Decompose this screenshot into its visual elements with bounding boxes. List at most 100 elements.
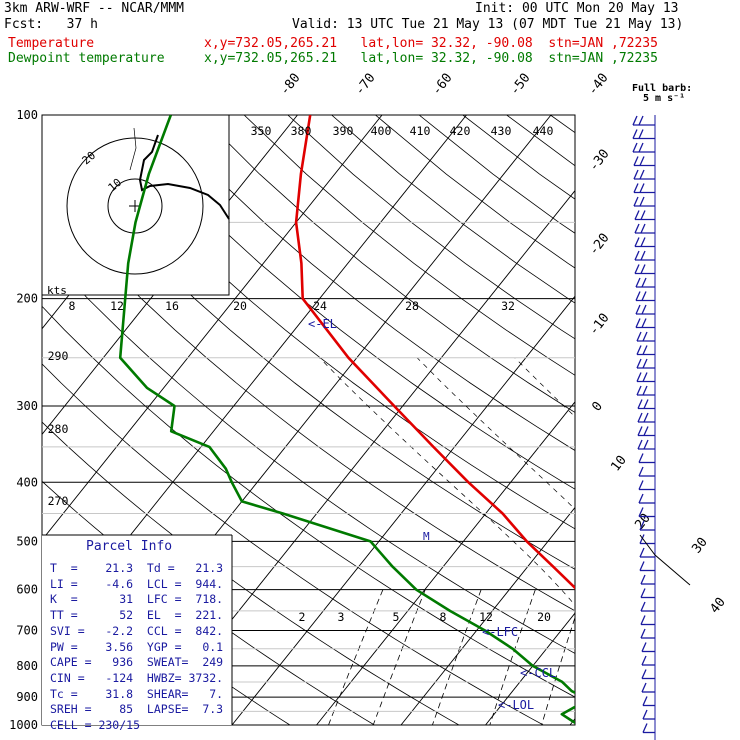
dry-adiabat-line bbox=[638, 115, 740, 738]
wind-barb-flag bbox=[641, 682, 647, 693]
pressure-tick-label: 100 bbox=[16, 108, 38, 122]
wind-barb-flag bbox=[640, 250, 646, 261]
isotherm-label: 10 bbox=[608, 453, 629, 475]
mixing-ratio-label: 5 bbox=[393, 610, 400, 624]
wind-barb-flag bbox=[638, 493, 644, 504]
el-marker: <-EL bbox=[308, 317, 337, 331]
isotherm-line bbox=[42, 115, 383, 541]
wind-barb-flag bbox=[641, 642, 647, 652]
parcel-info-row: SVI = -2.2 CCL = 842. bbox=[50, 623, 224, 638]
wind-barb-flag bbox=[638, 507, 644, 517]
dry-adiabat-line bbox=[287, 115, 575, 340]
parcel-info-row: PW = 3.56 YGP = 0.1 bbox=[50, 639, 224, 654]
moist-adiabat-line bbox=[319, 357, 575, 606]
isotherm-label: -20 bbox=[586, 231, 612, 259]
parcel-info-row: T = 21.3 Td = 21.3 bbox=[50, 561, 224, 575]
parcel-info-row: CIN = -124 HWBZ= 3732. bbox=[50, 670, 224, 685]
wind-barb-flag bbox=[638, 129, 644, 139]
pressure-tick-label: 700 bbox=[16, 624, 38, 638]
lol-marker: <-LOL bbox=[498, 698, 534, 712]
hodograph-units-label: kts bbox=[47, 284, 67, 297]
pressure-tick-label: 400 bbox=[16, 475, 38, 489]
potential-temp-label: 270 bbox=[48, 494, 69, 508]
mixing-ratio-label: 3 bbox=[338, 610, 345, 624]
dry-adiabat-line bbox=[42, 305, 575, 698]
wind-barb-flag bbox=[633, 169, 639, 180]
dry-adiabat-line bbox=[112, 115, 575, 490]
wind-barb-flag bbox=[636, 385, 642, 396]
pressure-tick-label: 900 bbox=[16, 690, 38, 704]
mixing-ratio-label: 12 bbox=[110, 299, 124, 313]
wind-barb-flag bbox=[635, 291, 641, 301]
pressure-tick-label: 300 bbox=[16, 399, 38, 413]
mixing-ratio-lines bbox=[319, 357, 575, 725]
melting-level-marker: M bbox=[423, 530, 430, 543]
init-time: Init: 00 UTC Mon 20 May 13 bbox=[475, 1, 679, 16]
isotherm-label: 40 bbox=[707, 595, 728, 617]
pressure-tick-label: 800 bbox=[16, 659, 38, 673]
dry-adiabat-line bbox=[375, 115, 575, 269]
wind-barb-flag bbox=[640, 223, 646, 234]
barb-legend-title: Full barb: bbox=[632, 83, 693, 94]
wind-barb-flag bbox=[643, 439, 649, 450]
parcel-info-row: SREH = 85 LAPSE= 7.3 bbox=[50, 702, 224, 717]
wind-barb-flag bbox=[641, 655, 647, 666]
wind-barb-flag bbox=[633, 156, 639, 166]
hodograph-ring bbox=[107, 178, 163, 234]
wind-barb-flag bbox=[636, 345, 642, 355]
isotherm-line bbox=[316, 401, 575, 725]
isotherm-label: 30 bbox=[689, 535, 710, 557]
parcel-info-row: CAPE = 936 SWEAT= 249 bbox=[50, 655, 224, 670]
mixing-ratio-line bbox=[489, 589, 536, 725]
mixing-ratio-label: 16 bbox=[165, 299, 179, 313]
wind-barb-flag bbox=[639, 169, 645, 180]
pressure-tick-label: 600 bbox=[16, 583, 38, 597]
wind-barb-flag bbox=[634, 250, 640, 261]
isotherm-line bbox=[231, 295, 575, 725]
wind-barb-flag bbox=[633, 183, 639, 193]
dry-adiabat-line bbox=[156, 115, 575, 451]
wind-barb-flag bbox=[641, 318, 647, 328]
isotherm-line bbox=[400, 506, 575, 725]
potential-temp-label: 390 bbox=[333, 124, 354, 138]
wind-barb-flag bbox=[639, 196, 645, 207]
wind-barb-flag bbox=[636, 372, 642, 382]
valid-time: Valid: 13 UTC Tue 21 May 13 (07 MDT Tue … bbox=[292, 17, 684, 32]
parcel-info-panel bbox=[42, 535, 232, 725]
parcel-info-row: K = 31 LFC = 718. bbox=[50, 592, 224, 607]
dewpoint-location: x,y=732.05,265.21 lat,lon= 32.32, -90.08… bbox=[204, 51, 658, 66]
mixing-ratio-line bbox=[541, 616, 575, 725]
mixing-ratio-label: 24 bbox=[313, 299, 327, 313]
wind-barb-flag bbox=[638, 142, 644, 153]
wind-barb-flag bbox=[642, 709, 648, 720]
mixing-ratio-label: 8 bbox=[69, 299, 76, 313]
wind-barb-flag bbox=[639, 561, 645, 571]
wind-barb-flag bbox=[637, 412, 643, 423]
wind-barb-flag bbox=[636, 331, 642, 342]
dry-adiabat-line bbox=[200, 115, 575, 413]
mixing-ratio-label: 2 bbox=[299, 610, 306, 624]
isotherm-line bbox=[485, 612, 575, 725]
mixing-ratio-label: 32 bbox=[501, 299, 515, 313]
wind-barb-flag bbox=[634, 264, 640, 274]
wind-barb-flag bbox=[640, 574, 646, 585]
pressure-tick-label: 500 bbox=[16, 534, 38, 548]
barb-divider bbox=[639, 534, 691, 586]
forecast-hour: Fcst: 37 h bbox=[4, 17, 98, 32]
wind-barb-flag bbox=[641, 669, 647, 679]
wind-barb-flag bbox=[642, 372, 648, 382]
isotherm-label: -60 bbox=[429, 71, 455, 99]
hodograph-trace-thin bbox=[129, 127, 137, 171]
isotherm-label: -70 bbox=[352, 71, 378, 99]
wind-barb-flag bbox=[639, 547, 645, 558]
wind-barb-flag bbox=[638, 466, 644, 477]
potential-temp-label: 280 bbox=[48, 422, 69, 436]
pressure-tick-label: 200 bbox=[16, 292, 38, 306]
potential-temp-label: 440 bbox=[533, 124, 554, 138]
dry-adiabat-line bbox=[42, 191, 575, 612]
wind-barb-flag bbox=[642, 331, 648, 342]
wind-barb-flag bbox=[642, 723, 648, 733]
parcel-info-row: TT = 52 EL = 221. bbox=[50, 608, 224, 623]
wind-barb-flag bbox=[640, 615, 646, 625]
pressure-tick-label: 1000 bbox=[9, 718, 38, 732]
